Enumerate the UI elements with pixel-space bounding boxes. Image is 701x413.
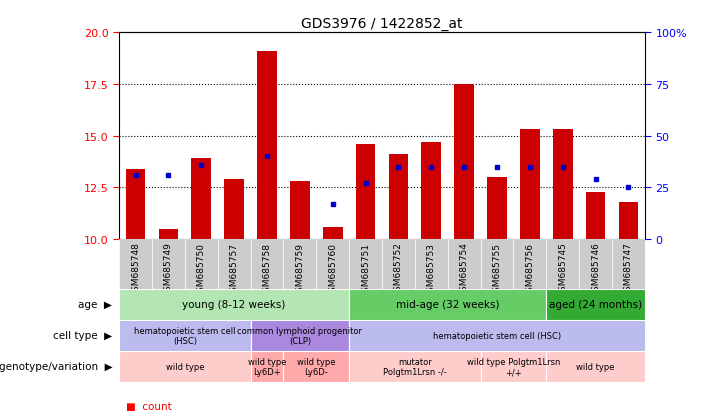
Text: GSM685755: GSM685755	[493, 242, 501, 297]
Text: hematopoietic stem cell (HSC): hematopoietic stem cell (HSC)	[433, 331, 561, 340]
Bar	[382, 240, 415, 289]
Text: GSM685759: GSM685759	[295, 242, 304, 297]
Text: common lymphoid progenitor
(CLP): common lymphoid progenitor (CLP)	[238, 326, 362, 345]
Bar	[191, 159, 211, 240]
Bar	[158, 229, 178, 240]
Text: wild type: wild type	[165, 362, 204, 371]
Bar	[283, 351, 349, 382]
Bar	[553, 130, 573, 240]
Bar	[448, 240, 481, 289]
Text: age  ▶: age ▶	[79, 299, 112, 310]
Text: GSM685747: GSM685747	[624, 242, 633, 297]
Text: GSM685760: GSM685760	[328, 242, 337, 297]
Bar	[323, 227, 343, 240]
Bar	[612, 240, 645, 289]
Text: aged (24 months): aged (24 months)	[549, 299, 642, 310]
Text: wild type Polgtm1Lrsn
+/+: wild type Polgtm1Lrsn +/+	[467, 357, 560, 376]
Text: young (8-12 weeks): young (8-12 weeks)	[182, 299, 286, 310]
Bar	[251, 320, 349, 351]
Bar	[119, 289, 349, 320]
Bar	[119, 320, 251, 351]
Bar	[520, 130, 540, 240]
Bar	[586, 192, 606, 240]
Bar	[487, 178, 507, 240]
Text: GSM685752: GSM685752	[394, 242, 403, 297]
Text: mid-age (32 weeks): mid-age (32 weeks)	[396, 299, 500, 310]
Text: GSM685746: GSM685746	[591, 242, 600, 297]
Bar	[349, 289, 546, 320]
Bar	[579, 240, 612, 289]
Bar	[349, 320, 645, 351]
Bar	[119, 240, 152, 289]
Bar	[251, 351, 283, 382]
Bar	[481, 351, 546, 382]
Text: GSM685753: GSM685753	[427, 242, 436, 297]
Text: GSM685756: GSM685756	[526, 242, 534, 297]
Text: genotype/variation  ▶: genotype/variation ▶	[0, 361, 112, 372]
Text: GSM685758: GSM685758	[263, 242, 271, 297]
Bar	[224, 180, 244, 240]
Bar	[421, 142, 441, 240]
Bar	[257, 52, 277, 240]
Bar	[388, 155, 409, 240]
Text: wild type
Ly6D-: wild type Ly6D-	[297, 357, 336, 376]
Text: ■  count: ■ count	[126, 401, 172, 411]
Bar	[619, 202, 639, 240]
Bar	[290, 182, 310, 240]
Bar	[125, 169, 146, 240]
Bar	[218, 240, 251, 289]
Bar	[349, 351, 481, 382]
Text: wild type: wild type	[576, 362, 615, 371]
Bar	[546, 289, 645, 320]
Bar	[119, 351, 251, 382]
Text: hematopoietic stem cell
(HSC): hematopoietic stem cell (HSC)	[134, 326, 236, 345]
Bar	[316, 240, 349, 289]
Text: mutator
Polgtm1Lrsn -/-: mutator Polgtm1Lrsn -/-	[383, 357, 447, 376]
Bar	[251, 240, 283, 289]
Bar	[514, 240, 546, 289]
Bar	[546, 240, 579, 289]
Bar	[454, 85, 474, 240]
Text: GSM685750: GSM685750	[197, 242, 206, 297]
Text: GSM685754: GSM685754	[460, 242, 469, 297]
Text: GSM685757: GSM685757	[230, 242, 238, 297]
Text: GSM685745: GSM685745	[558, 242, 567, 297]
Bar	[356, 145, 376, 240]
Bar	[481, 240, 514, 289]
Bar	[349, 240, 382, 289]
Bar	[185, 240, 218, 289]
Bar	[415, 240, 448, 289]
Text: wild type
Ly6D+: wild type Ly6D+	[247, 357, 286, 376]
Bar	[546, 351, 645, 382]
Text: cell type  ▶: cell type ▶	[53, 330, 112, 341]
Text: GSM685751: GSM685751	[361, 242, 370, 297]
Text: GSM685748: GSM685748	[131, 242, 140, 297]
Bar	[283, 240, 316, 289]
Bar	[152, 240, 185, 289]
Text: GSM685749: GSM685749	[164, 242, 173, 297]
Title: GDS3976 / 1422852_at: GDS3976 / 1422852_at	[301, 17, 463, 31]
